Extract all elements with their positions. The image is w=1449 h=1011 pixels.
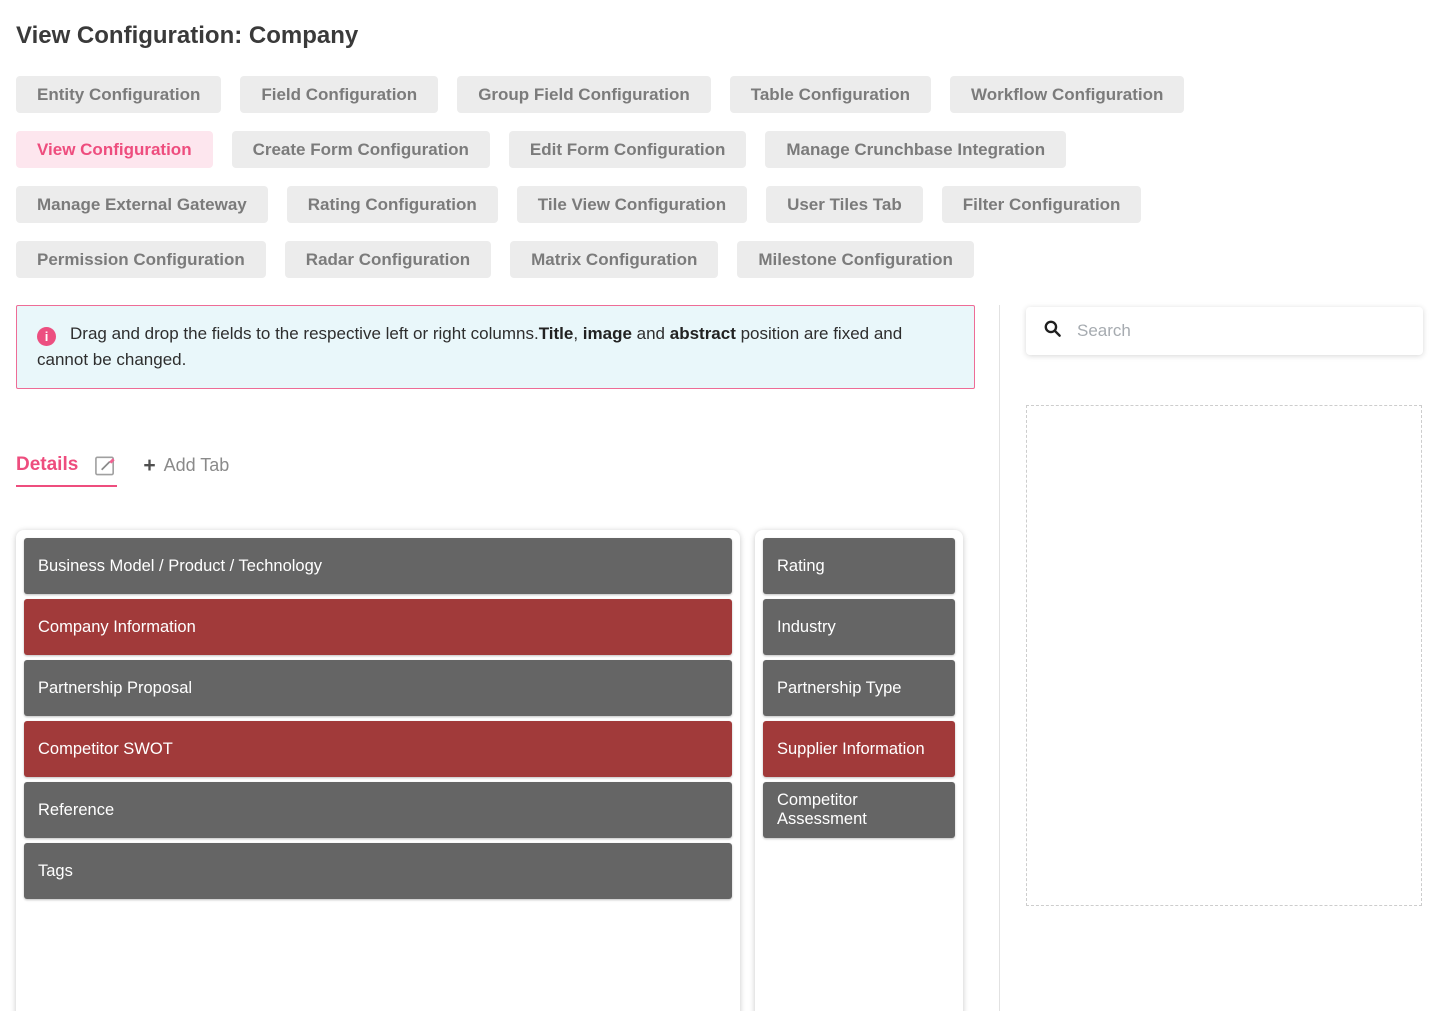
banner-text-before: Drag and drop the fields to the respecti… (70, 324, 539, 343)
field-block-industry[interactable]: Industry (763, 599, 955, 655)
field-label: Tags (38, 861, 73, 880)
banner-bold-title: Title (538, 324, 574, 343)
edit-tab-button[interactable] (94, 453, 117, 476)
nav-button-entity-configuration[interactable]: Entity Configuration (16, 76, 222, 113)
nav-button-manage-crunchbase-integration[interactable]: Manage Crunchbase Integration (765, 131, 1067, 168)
field-block-supplier-information[interactable]: Supplier Information (763, 721, 955, 777)
field-label: Supplier Information (777, 739, 925, 758)
banner-sep-1: , (573, 324, 583, 343)
nav-button-radar-configuration[interactable]: Radar Configuration (284, 241, 492, 278)
nav-button-filter-configuration[interactable]: Filter Configuration (941, 186, 1142, 223)
banner-text-after: position are fixed and cannot be changed… (37, 324, 903, 369)
nav-button-field-configuration[interactable]: Field Configuration (240, 76, 439, 113)
nav-row-4: Permission Configuration Radar Configura… (16, 241, 1336, 278)
field-label: Partnership Type (777, 678, 902, 697)
field-label: Rating (777, 556, 825, 575)
field-block-reference[interactable]: Reference (24, 782, 732, 838)
field-block-business-model-product-technology[interactable]: Business Model / Product / Technology (24, 538, 732, 594)
tab-details-label: Details (16, 453, 79, 475)
field-label: Company Information (38, 617, 196, 636)
nav-button-milestone-configuration[interactable]: Milestone Configuration (737, 241, 974, 278)
nav-button-workflow-configuration[interactable]: Workflow Configuration (950, 76, 1185, 113)
configuration-nav: Entity Configuration Field Configuration… (16, 76, 1336, 278)
field-label: Business Model / Product / Technology (38, 556, 323, 575)
nav-row-2: View Configuration Create Form Configura… (16, 131, 1336, 168)
nav-button-matrix-configuration[interactable]: Matrix Configuration (510, 241, 719, 278)
nav-row-3: Manage External Gateway Rating Configura… (16, 186, 1336, 223)
nav-button-manage-external-gateway[interactable]: Manage External Gateway (16, 186, 268, 223)
plus-icon: + (143, 453, 156, 477)
field-block-competitor-swot[interactable]: Competitor SWOT (24, 721, 732, 777)
page-title: View Configuration: Company (16, 22, 359, 49)
nav-button-table-configuration[interactable]: Table Configuration (729, 76, 932, 113)
field-label: Industry (777, 617, 836, 636)
nav-button-rating-configuration[interactable]: Rating Configuration (286, 186, 498, 223)
field-block-partnership-proposal[interactable]: Partnership Proposal (24, 660, 732, 716)
field-label: Partnership Proposal (38, 678, 193, 697)
empty-drop-zone[interactable] (1026, 405, 1422, 906)
field-label: Competitor SWOT (38, 739, 173, 758)
field-block-tags[interactable]: Tags (24, 843, 732, 899)
field-block-partnership-type[interactable]: Partnership Type (763, 660, 955, 716)
nav-row-1: Entity Configuration Field Configuration… (16, 76, 1336, 113)
right-column-card: Rating Industry Partnership Type Supplie… (755, 530, 963, 1011)
banner-bold-abstract: abstract (669, 324, 736, 343)
field-block-rating[interactable]: Rating (763, 538, 955, 594)
info-icon: i (37, 327, 56, 346)
banner-sep-2: and (631, 324, 670, 343)
nav-button-create-form-configuration[interactable]: Create Form Configuration (231, 131, 490, 168)
nav-button-group-field-configuration[interactable]: Group Field Configuration (457, 76, 711, 113)
add-tab-label: Add Tab (163, 455, 230, 475)
banner-bold-image: image (582, 324, 632, 343)
search-box (1026, 307, 1423, 355)
nav-button-edit-form-configuration[interactable]: Edit Form Configuration (508, 131, 747, 168)
add-tab-button[interactable]: + Add Tab (143, 455, 229, 485)
tab-details[interactable]: Details (16, 453, 118, 487)
search-icon (1043, 319, 1062, 343)
field-block-company-information[interactable]: Company Information (24, 599, 732, 655)
field-label: Reference (38, 800, 115, 819)
info-banner: i Drag and drop the fields to the respect… (16, 305, 975, 389)
nav-button-permission-configuration[interactable]: Permission Configuration (16, 241, 266, 278)
vertical-divider (999, 305, 1000, 1011)
edit-pencil-icon (94, 456, 117, 479)
search-input[interactable] (1077, 321, 1406, 341)
left-column-card: Business Model / Product / Technology Co… (16, 530, 740, 1011)
field-label: Competitor Assessment (777, 791, 867, 828)
nav-button-tile-view-configuration[interactable]: Tile View Configuration (516, 186, 748, 223)
tabs-row: Details + Add Tab (16, 453, 1449, 487)
field-block-competitor-assessment[interactable]: Competitor Assessment (763, 782, 955, 838)
nav-button-user-tiles-tab[interactable]: User Tiles Tab (766, 186, 923, 223)
nav-button-view-configuration[interactable]: View Configuration (16, 131, 213, 168)
